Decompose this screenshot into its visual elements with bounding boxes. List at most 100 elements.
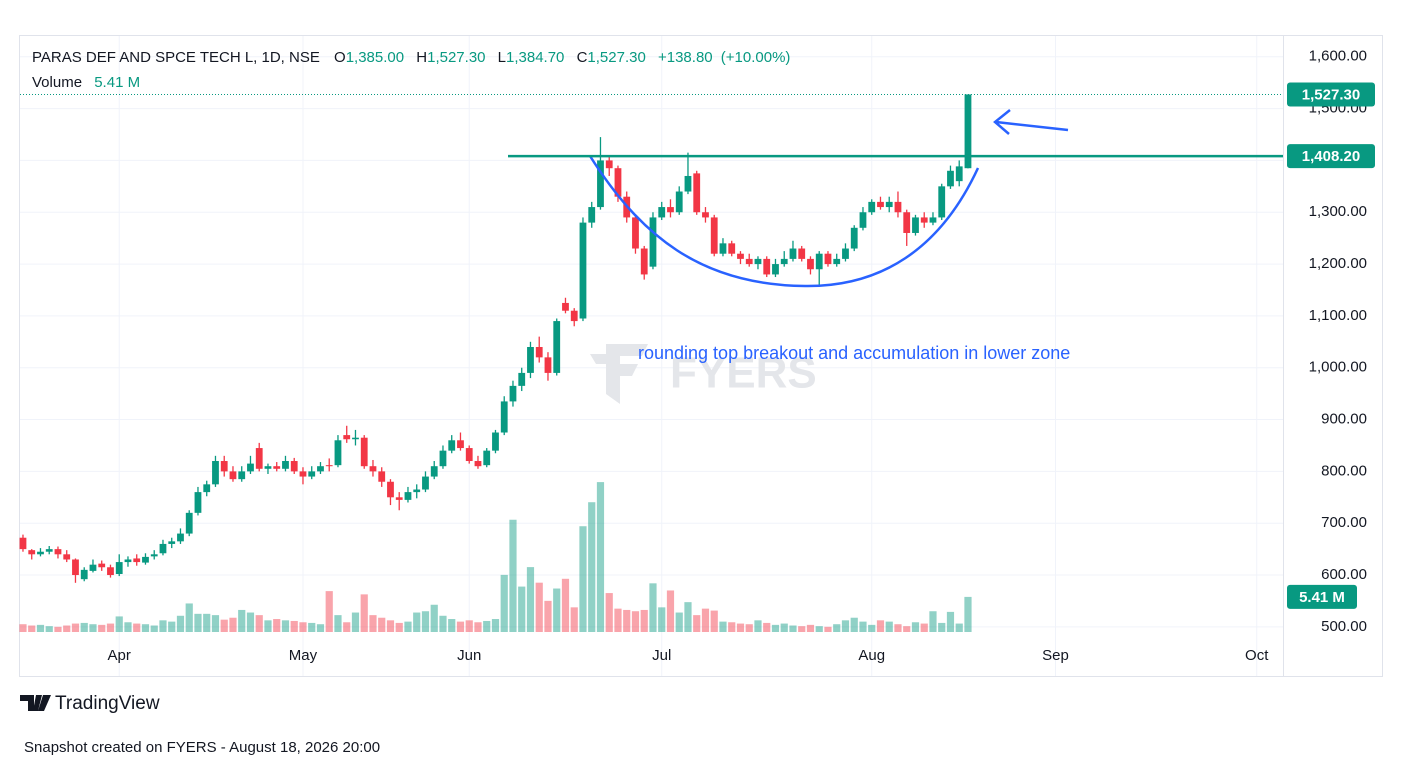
candle-body <box>859 212 867 228</box>
volume-bar <box>693 615 701 632</box>
volume-bar <box>841 620 850 632</box>
chart-frame <box>19 35 1383 677</box>
volume-bar <box>518 586 526 632</box>
candle-body <box>632 217 639 249</box>
candle-body <box>754 258 762 265</box>
candle-body <box>37 551 44 555</box>
candle-body <box>72 559 79 576</box>
volume-bar <box>483 620 491 632</box>
candle-body <box>150 554 158 557</box>
volume-bar <box>395 622 403 632</box>
volume-bar <box>159 620 167 632</box>
candle-body <box>807 258 814 270</box>
candle-body <box>430 466 438 477</box>
volume-line: Volume 5.41 M <box>32 74 140 91</box>
candle-body <box>142 556 149 563</box>
candle-body <box>439 450 447 467</box>
volume-value: 5.41 M <box>94 74 140 91</box>
candle-body <box>28 550 36 555</box>
candle-body <box>413 489 421 493</box>
candle-body <box>562 302 569 311</box>
y-tick-label: 1,600.00 <box>1309 48 1367 65</box>
volume-bar <box>596 482 605 632</box>
x-tick-label: Aug <box>858 647 885 664</box>
candle-body <box>605 160 613 169</box>
volume-bar <box>281 620 290 632</box>
volume-bar <box>771 624 780 632</box>
volume-bar <box>229 617 237 632</box>
volume-bar <box>658 607 666 632</box>
candle-body <box>63 554 71 560</box>
volume-bar <box>946 611 955 632</box>
candle-body <box>133 558 141 563</box>
volume-bar <box>631 611 640 632</box>
candle-body <box>159 543 167 554</box>
volume-bar <box>386 620 395 632</box>
candle-body <box>763 258 771 275</box>
rounding-curve <box>588 155 980 288</box>
annotation: rounding top breakout and accumulation i… <box>638 343 1070 363</box>
symbol-title: PARAS DEF AND SPCE TECH L, 1D, NSE <box>32 49 320 66</box>
volume-bar <box>141 624 150 632</box>
change-percent: (+10.00%) <box>721 49 791 66</box>
volume-bar <box>378 617 386 632</box>
candle-body <box>395 497 403 500</box>
candle-body <box>903 212 911 233</box>
volume-bar <box>701 608 710 632</box>
volume-bar <box>36 624 45 632</box>
volume-bar <box>439 615 447 632</box>
candle-body <box>955 166 963 182</box>
volume-bar <box>220 619 228 632</box>
candle-body <box>290 461 298 472</box>
volume-bar <box>754 620 762 632</box>
candle-body <box>317 466 324 472</box>
volume-bar <box>264 620 272 632</box>
volume-bar <box>640 609 648 632</box>
volume-bar <box>413 612 421 632</box>
candle-body <box>220 461 228 472</box>
x-tick-label: Jun <box>457 647 481 664</box>
candle-body <box>579 222 587 319</box>
candle-body <box>544 357 552 373</box>
candle-body <box>894 201 902 213</box>
candle-body <box>19 537 27 550</box>
volume-bar <box>369 615 377 632</box>
volume-bar <box>133 623 141 632</box>
volume-bar <box>649 583 657 632</box>
volume-bar <box>316 624 325 632</box>
volume-bar <box>115 616 123 632</box>
y-tick-label: 1,000.00 <box>1309 359 1367 376</box>
last-price-badge <box>1287 82 1375 107</box>
volume-badge-label: 5.41 M <box>1299 589 1345 606</box>
candle-body <box>177 533 184 542</box>
candle-body <box>570 310 578 322</box>
candle-body <box>465 448 473 462</box>
volume-bar <box>80 622 88 632</box>
y-tick-label: 1,100.00 <box>1309 307 1367 324</box>
volume-bar <box>238 609 246 632</box>
candle-body <box>815 253 823 270</box>
volume-bar <box>448 619 456 632</box>
l-letter: L <box>498 49 506 66</box>
volume-bar <box>500 574 508 632</box>
candle-body <box>842 248 849 259</box>
candle-body <box>920 217 928 223</box>
candle-body <box>649 217 657 267</box>
candle-body <box>422 476 429 490</box>
volume-bar <box>806 624 815 632</box>
volume-bar <box>98 624 106 632</box>
volume-bar <box>351 612 360 632</box>
candle-body <box>299 471 307 477</box>
arrow-shaft <box>995 120 1069 132</box>
volume-bar <box>290 620 298 632</box>
volume-bar <box>509 519 517 632</box>
candle-body <box>255 448 263 469</box>
candle-body <box>535 346 543 358</box>
volume-bar <box>955 623 963 632</box>
volume-bar <box>868 624 876 632</box>
candle-body <box>194 492 202 513</box>
candles <box>19 94 972 583</box>
volume-bar <box>106 623 115 632</box>
candle-body <box>325 465 333 467</box>
change-value: +138.80 <box>658 49 713 66</box>
